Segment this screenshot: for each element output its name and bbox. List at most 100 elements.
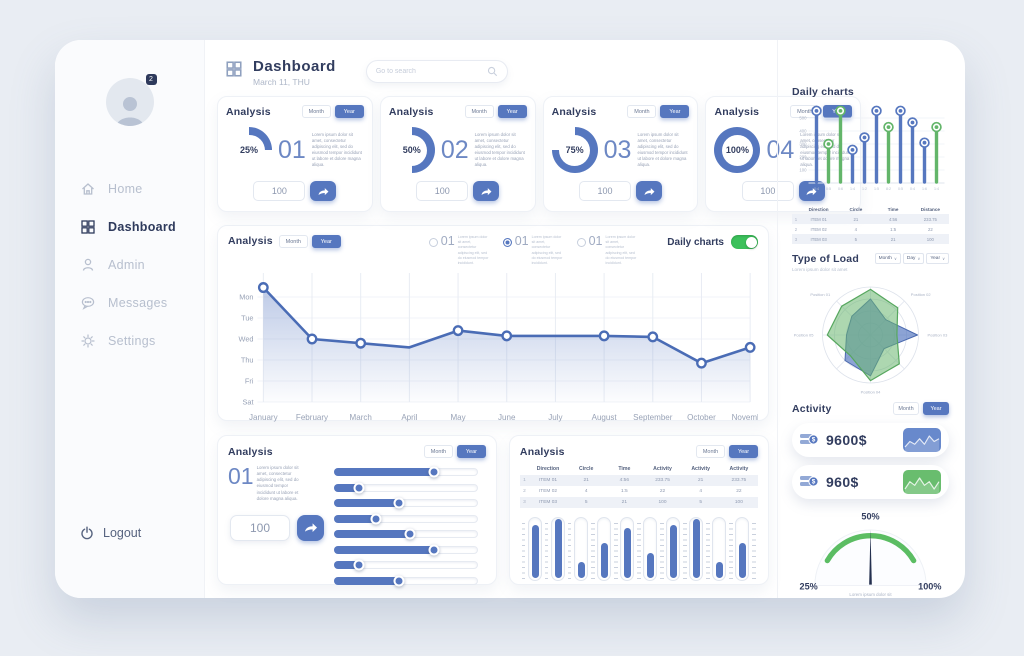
avatar[interactable]	[105, 78, 154, 126]
thermometer-bar	[712, 517, 727, 581]
slider[interactable]	[334, 528, 478, 540]
day-dropdown[interactable]: Day ∨	[902, 253, 925, 264]
table-cell: 100	[658, 500, 667, 505]
donut-chart: 75%	[551, 127, 598, 173]
year-button[interactable]: Year	[334, 105, 364, 118]
submit-button[interactable]	[636, 181, 663, 201]
stat-card-2: Analysis Month Year 50% 02 Lorem ipsum dolor…	[379, 96, 536, 212]
tick-marks	[591, 523, 595, 579]
submit-button[interactable]	[310, 181, 337, 201]
slider-handle[interactable]	[370, 513, 382, 524]
admin-icon	[82, 258, 94, 271]
sidebar-item-settings[interactable]: Settings	[55, 322, 204, 360]
month-button[interactable]: Month	[423, 445, 453, 458]
activity-title: Activity	[792, 402, 832, 415]
slider[interactable]	[334, 513, 478, 524]
sidebar-item-dashboard[interactable]: Dashboard	[55, 208, 204, 246]
month-button[interactable]: Month	[301, 105, 331, 118]
slider-handle[interactable]	[353, 482, 365, 493]
sidebar-item-home[interactable]: Home	[55, 170, 204, 208]
month-button[interactable]: Month	[893, 402, 919, 415]
month-button[interactable]: Month	[464, 105, 494, 118]
sidebar-item-admin[interactable]: Admin	[55, 246, 204, 284]
table-cell: 233.75	[923, 216, 937, 222]
slider[interactable]	[334, 482, 478, 493]
daily-charts-toggle[interactable]	[731, 235, 758, 249]
slider-handle[interactable]	[393, 497, 405, 509]
table-cell: ITEM 02	[538, 489, 558, 494]
slider-handle[interactable]	[428, 466, 440, 478]
column-header: Direction	[808, 206, 829, 212]
table-cell: 100	[734, 500, 743, 505]
stat-cards-row: Analysis Month Year 25% 01 Lorem ipsum dolor…	[217, 96, 862, 212]
slider-handle[interactable]	[353, 559, 365, 571]
svg-text:Position 05: Position 05	[794, 333, 815, 338]
month-dropdown[interactable]: Month ∨	[874, 253, 901, 264]
month-button[interactable]: Month	[627, 105, 657, 118]
submit-button[interactable]	[798, 181, 825, 201]
search-input[interactable]	[375, 68, 487, 75]
thermometer-fill	[531, 524, 539, 578]
year-button[interactable]: Year	[311, 235, 341, 248]
right-panel: Daily charts 500 400 300 200 100 0:4 0:5 0:6 1:4…	[777, 40, 965, 598]
year-button[interactable]: Year	[497, 105, 527, 118]
value-input[interactable]	[416, 181, 469, 201]
table-cell: 22	[927, 226, 933, 232]
year-button[interactable]: Year	[456, 445, 486, 458]
analysis-sliders-card: Analysis Month Year 01 Lorem ipsum dolor si…	[217, 435, 497, 586]
thermometer-bar	[689, 517, 704, 581]
logout-button[interactable]: Logout	[80, 526, 141, 540]
year-button[interactable]: Year	[729, 445, 758, 458]
search-icon[interactable]	[487, 66, 498, 77]
thermometer-chart	[520, 515, 758, 581]
dropdown-label: Day	[906, 256, 916, 261]
analysis-table-card: Analysis Month Year Direction Circle Time Act…	[508, 435, 769, 585]
value-input[interactable]	[253, 181, 306, 201]
submit-button[interactable]	[297, 514, 324, 541]
radio-icon[interactable]	[502, 238, 512, 247]
slider-fill	[334, 468, 434, 476]
month-button[interactable]: Month	[696, 445, 725, 458]
table-cell: 2	[523, 489, 526, 494]
daily-lollipop-chart: 500 400 300 200 100 0:4 0:5 0:6 1:4 1:2 1:5 8:2 0:5 0…	[799, 105, 945, 191]
value-input[interactable]	[741, 181, 794, 201]
radio-option-3[interactable]: 01 Lorem ipsum dolor sit amet, consectetu…	[576, 234, 639, 266]
home-icon	[82, 183, 94, 195]
svg-text:0:4: 0:4	[910, 187, 915, 191]
tick-marks	[660, 523, 664, 579]
year-button[interactable]: Year	[660, 105, 690, 118]
year-button[interactable]: Year	[923, 402, 949, 415]
slider[interactable]	[334, 466, 478, 478]
slider-handle[interactable]	[404, 528, 416, 540]
slider-handle[interactable]	[428, 544, 440, 555]
slider-fill	[334, 499, 398, 507]
sidebar-item-messages[interactable]: Messages	[55, 284, 204, 322]
thermometer-fill	[738, 543, 746, 578]
activity-row-2[interactable]: $ 960$	[792, 465, 949, 499]
value-input[interactable]	[230, 514, 290, 541]
tick-marks	[637, 523, 641, 579]
slider[interactable]	[334, 497, 478, 509]
radio-option-1[interactable]: 01 Lorem ipsum dolor sit amet, consectetu…	[428, 234, 491, 266]
daily-charts-toggle-label: Daily charts	[667, 236, 724, 248]
month-button[interactable]: Month	[278, 235, 308, 248]
table-header-row: Direction Circle Time Distance	[792, 204, 949, 214]
svg-text:1:4: 1:4	[850, 187, 855, 191]
svg-text:Position 02: Position 02	[911, 292, 932, 297]
radio-option-2[interactable]: 01 Lorem ipsum dolor sit amet, consectetu…	[502, 234, 565, 266]
svg-text:May: May	[450, 413, 466, 422]
slider-handle[interactable]	[393, 575, 405, 586]
table-cell: 1	[523, 478, 526, 483]
svg-text:Wed: Wed	[239, 335, 254, 344]
radio-icon[interactable]	[428, 238, 438, 247]
radio-icon[interactable]	[576, 238, 586, 247]
value-input[interactable]	[579, 181, 632, 201]
slider[interactable]	[334, 575, 478, 586]
slider[interactable]	[334, 559, 478, 571]
donut-percent: 75%	[565, 145, 584, 155]
slider[interactable]	[334, 544, 478, 555]
activity-row-1[interactable]: $ 9600$	[792, 423, 949, 457]
year-dropdown[interactable]: Year ∨	[926, 253, 949, 264]
submit-button[interactable]	[473, 181, 500, 201]
column-header: Activity	[653, 466, 672, 472]
